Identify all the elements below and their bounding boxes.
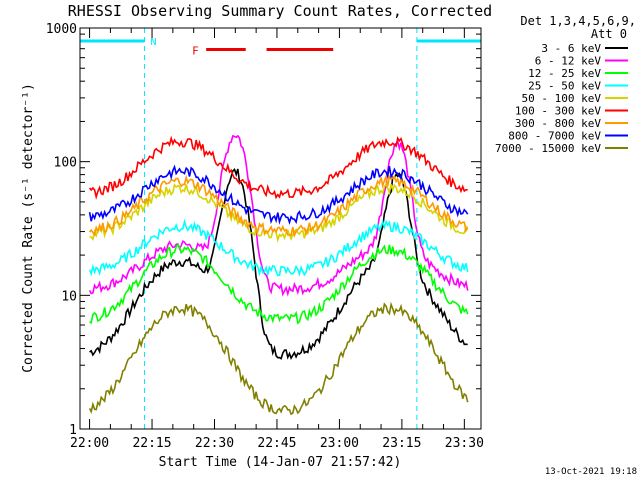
flare-label: F: [192, 45, 199, 58]
series-line: [88, 173, 469, 239]
y-tick-label: 10: [61, 289, 77, 304]
timestamp: 13-Oct-2021 19:18: [545, 467, 637, 477]
x-tick-label: 22:45: [257, 436, 296, 451]
legend-label: 25 - 50 keV: [528, 80, 601, 93]
y-tick-label: 1: [69, 423, 77, 438]
y-axis: 1 10 100 1000: [46, 22, 481, 438]
series-line: [89, 243, 469, 325]
legend-label: 50 - 100 keV: [522, 92, 602, 105]
legend-label: 12 - 25 keV: [528, 67, 601, 80]
legend-label: 100 - 300 keV: [515, 105, 601, 118]
y-tick-label: 1000: [46, 22, 77, 37]
series-lines: [88, 134, 469, 416]
chart-title: RHESSI Observing Summary Count Rates, Co…: [68, 2, 492, 20]
x-tick-label: 22:15: [132, 436, 171, 451]
series-line: [88, 301, 469, 416]
series-line: [89, 182, 468, 243]
series-line: [88, 218, 469, 278]
x-tick-label: 23:30: [445, 436, 484, 451]
plot-frame: [79, 27, 482, 430]
x-axis-label: Start Time (14-Jan-07 21:57:42): [159, 455, 402, 470]
legend-header-line-1: Det 1,3,4,5,6,9,: [520, 14, 636, 28]
legend-label: 7000 - 15000 keV: [495, 142, 601, 155]
series-line: [88, 164, 469, 226]
x-tick-label: 22:00: [70, 436, 109, 451]
legend-label: 6 - 12 keV: [535, 55, 602, 68]
legend-label: 300 - 800 keV: [515, 117, 601, 130]
y-axis-label: Corrected Count Rate (s⁻¹ detector⁻¹): [21, 83, 36, 373]
x-tick-label: 23:00: [320, 436, 359, 451]
legend-label: 800 - 7000 keV: [508, 130, 601, 143]
legend-header-line-2: Att 0: [591, 27, 627, 41]
series-line: [88, 134, 469, 297]
x-axis: 22:00 22:15 22:30 22:45 23:00 23:15 23:30: [70, 28, 484, 451]
y-tick-label: 100: [54, 156, 77, 171]
x-tick-label: 22:30: [195, 436, 234, 451]
legend-label: 3 - 6 keV: [541, 42, 601, 55]
x-tick-label: 23:15: [382, 436, 421, 451]
series-line: [88, 135, 468, 200]
night-label: N: [151, 37, 157, 48]
